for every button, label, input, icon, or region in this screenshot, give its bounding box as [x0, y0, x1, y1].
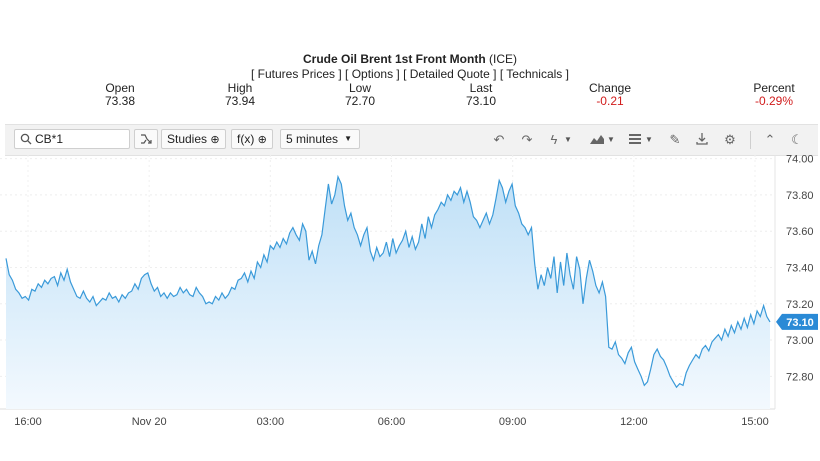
- collapse-icon[interactable]: ⌃: [764, 132, 776, 147]
- stat-high: High 73.94: [200, 82, 280, 108]
- options-link[interactable]: [ Options ]: [345, 67, 400, 81]
- compare-button[interactable]: [134, 129, 158, 149]
- technicals-link[interactable]: [ Technicals ]: [499, 67, 569, 81]
- stat-low-value: 72.70: [344, 94, 376, 108]
- y-axis: 74.00 73.80 73.60 73.40 73.20 73.00 72.80: [786, 155, 814, 383]
- function-label: f(x): [237, 132, 255, 146]
- detailed-quote-link[interactable]: [ Detailed Quote ]: [403, 67, 497, 81]
- bolt-icon[interactable]: ϟ: [550, 132, 558, 147]
- stat-open-label: Open: [105, 81, 135, 95]
- quote-links: [ Futures Prices ] [ Options ] [ Detaile…: [0, 67, 820, 81]
- symbol-input[interactable]: [35, 132, 125, 146]
- add-circle-icon: ⊕: [257, 134, 267, 146]
- caret-down-icon: ▼: [344, 134, 352, 143]
- stat-percent-label: Percent: [753, 81, 795, 95]
- y-tick-label: 72.80: [786, 371, 814, 383]
- theme-icon[interactable]: ☾: [791, 132, 803, 147]
- chart-type-caret-icon[interactable]: ▼: [607, 135, 615, 144]
- search-icon: [20, 133, 32, 145]
- y-tick-label: 73.40: [786, 262, 814, 274]
- stat-last-label: Last: [469, 81, 493, 95]
- last-price-label: 73.10: [786, 317, 814, 329]
- stat-high-value: 73.94: [224, 94, 256, 108]
- stat-open: Open 73.38: [80, 82, 160, 108]
- table-icon: [629, 134, 641, 144]
- stat-percent-value: -0.29%: [754, 94, 794, 108]
- stat-change-value: -0.21: [596, 94, 624, 108]
- x-tick-label: 15:00: [741, 416, 769, 428]
- bars-icon[interactable]: [627, 132, 643, 148]
- interval-label: 5 minutes: [286, 132, 339, 146]
- chart-toolbar: Studies ⊕ f(x) ⊕ 5 minutes ▼ ↶ ↷ ϟ ▼ ▼ ▼…: [5, 124, 818, 156]
- studies-label: Studies: [167, 132, 208, 146]
- redo-icon[interactable]: ↷: [521, 132, 533, 147]
- download-arrow-icon: [696, 133, 708, 145]
- last-price-marker: [776, 313, 818, 330]
- x-tick-label: 16:00: [14, 416, 42, 428]
- y-tick-label: 73.80: [786, 190, 814, 202]
- price-chart[interactable]: 74.00 73.80 73.60 73.40 73.20 73.00 72.80 16:0…: [0, 155, 820, 433]
- x-tick-label: Nov 20: [132, 416, 167, 428]
- stat-change: Change -0.21: [570, 82, 650, 108]
- pencil-icon[interactable]: ✎: [669, 132, 681, 147]
- stat-change-label: Change: [588, 81, 632, 95]
- last-price-badge: 73.10: [776, 313, 818, 330]
- add-circle-icon: ⊕: [210, 134, 220, 146]
- x-axis: 16:00 Nov 20 03:00 06:00 09:00 12:00 15:00: [14, 416, 769, 428]
- download-icon[interactable]: [694, 132, 710, 148]
- stat-percent: Percent -0.29%: [734, 82, 814, 108]
- gear-icon[interactable]: ⚙: [724, 132, 736, 147]
- x-tick-label: 03:00: [257, 416, 285, 428]
- stat-low-label: Low: [348, 81, 371, 95]
- chart-type-icon[interactable]: [589, 132, 605, 148]
- studies-button[interactable]: Studies ⊕: [161, 129, 226, 149]
- interval-select[interactable]: 5 minutes ▼: [280, 129, 360, 149]
- function-button[interactable]: f(x) ⊕: [231, 129, 273, 149]
- stat-open-value: 73.38: [104, 94, 136, 108]
- stat-last: Last 73.10: [441, 82, 521, 108]
- x-tick-label: 12:00: [620, 416, 648, 428]
- y-tick-label: 74.00: [786, 155, 814, 166]
- symbol-search[interactable]: [14, 129, 130, 149]
- x-tick-label: 09:00: [499, 416, 527, 428]
- stat-last-value: 73.10: [465, 94, 497, 108]
- x-tick-label: 06:00: [378, 416, 406, 428]
- chart-title: Crude Oil Brent 1st Front Month (ICE): [0, 52, 820, 66]
- price-line: [5, 174, 771, 389]
- stat-high-label: High: [227, 81, 253, 95]
- instrument-name: Crude Oil Brent 1st Front Month: [302, 52, 486, 66]
- undo-icon[interactable]: ↶: [493, 132, 505, 147]
- y-tick-label: 73.20: [786, 299, 814, 311]
- area-chart-icon: [590, 135, 604, 144]
- y-tick-label: 73.00: [786, 335, 814, 347]
- stat-low: Low 72.70: [320, 82, 400, 108]
- bolt-caret-icon[interactable]: ▼: [564, 135, 572, 144]
- price-area: [6, 176, 770, 409]
- toolbar-divider: [750, 131, 751, 149]
- compare-icon: [141, 134, 152, 144]
- y-tick-label: 73.60: [786, 226, 814, 238]
- exchange-label: (ICE): [489, 52, 517, 66]
- futures-prices-link[interactable]: [ Futures Prices ]: [251, 67, 342, 81]
- bars-caret-icon[interactable]: ▼: [645, 135, 653, 144]
